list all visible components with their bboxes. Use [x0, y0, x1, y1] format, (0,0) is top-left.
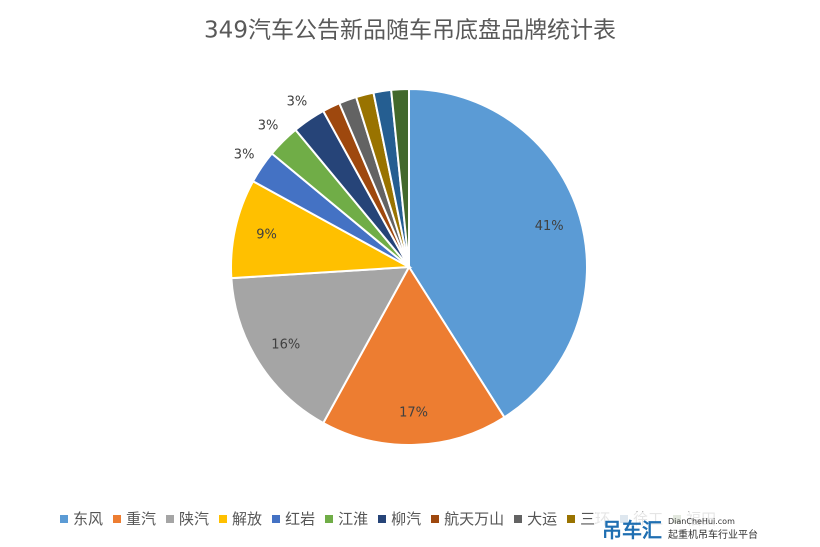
legend-swatch	[378, 514, 387, 523]
legend-item: 大运	[514, 508, 557, 529]
chart: 349汽车公告新品随车吊底盘品牌统计表 41%17%16%9%3%3%3%	[204, 18, 616, 446]
legend-label: 东风	[73, 510, 104, 528]
data-label: 3%	[287, 95, 308, 110]
legend-label: 陕汽	[179, 510, 210, 528]
data-label: 9%	[256, 228, 277, 243]
watermark: 吊车汇 DianCheHui.com 起重机吊车行业平台	[596, 512, 764, 545]
legend-swatch	[325, 514, 334, 523]
legend-swatch	[567, 514, 576, 523]
legend-label: 航天万山	[444, 510, 505, 528]
data-label: 17%	[399, 405, 428, 420]
legend-swatch	[431, 514, 440, 523]
legend-item: 东风	[60, 508, 103, 529]
legend-swatch	[113, 514, 122, 523]
watermark-brand: 吊车汇	[602, 518, 662, 542]
data-label: 3%	[234, 147, 255, 162]
pie-slice	[408, 87, 588, 419]
legend-swatch	[166, 514, 175, 523]
pie-slice	[390, 87, 410, 268]
chart-title: 349汽车公告新品随车吊底盘品牌统计表	[204, 18, 616, 44]
data-label: 41%	[535, 219, 564, 234]
watermark-site: DianCheHui.com	[668, 516, 735, 526]
legend-label: 大运	[527, 510, 558, 528]
legend-swatch	[219, 514, 228, 523]
pie-slice	[230, 179, 413, 280]
data-label: 3%	[258, 119, 279, 134]
legend-item: 陕汽	[166, 508, 209, 529]
pie-slice	[321, 265, 506, 446]
legend-swatch	[272, 514, 281, 523]
data-label: 16%	[271, 338, 300, 353]
legend-label: 重汽	[126, 510, 157, 528]
legend-swatch	[60, 514, 68, 523]
legend-item: 柳汽	[378, 508, 421, 529]
legend-item: 红岩	[272, 508, 315, 529]
watermark-slogan: 起重机吊车行业平台	[668, 529, 758, 541]
legend-label: 柳汽	[391, 510, 422, 528]
legend-label: 红岩	[285, 510, 316, 528]
legend-label: 江淮	[338, 510, 369, 528]
legend-label: 解放	[232, 510, 263, 528]
legend-item: 重汽	[113, 508, 156, 529]
legend-item: 航天万山	[431, 508, 504, 529]
legend-item: 江淮	[325, 508, 368, 529]
pie-slice	[230, 265, 411, 425]
legend-item: 解放	[219, 508, 262, 529]
legend-swatch	[514, 514, 523, 523]
